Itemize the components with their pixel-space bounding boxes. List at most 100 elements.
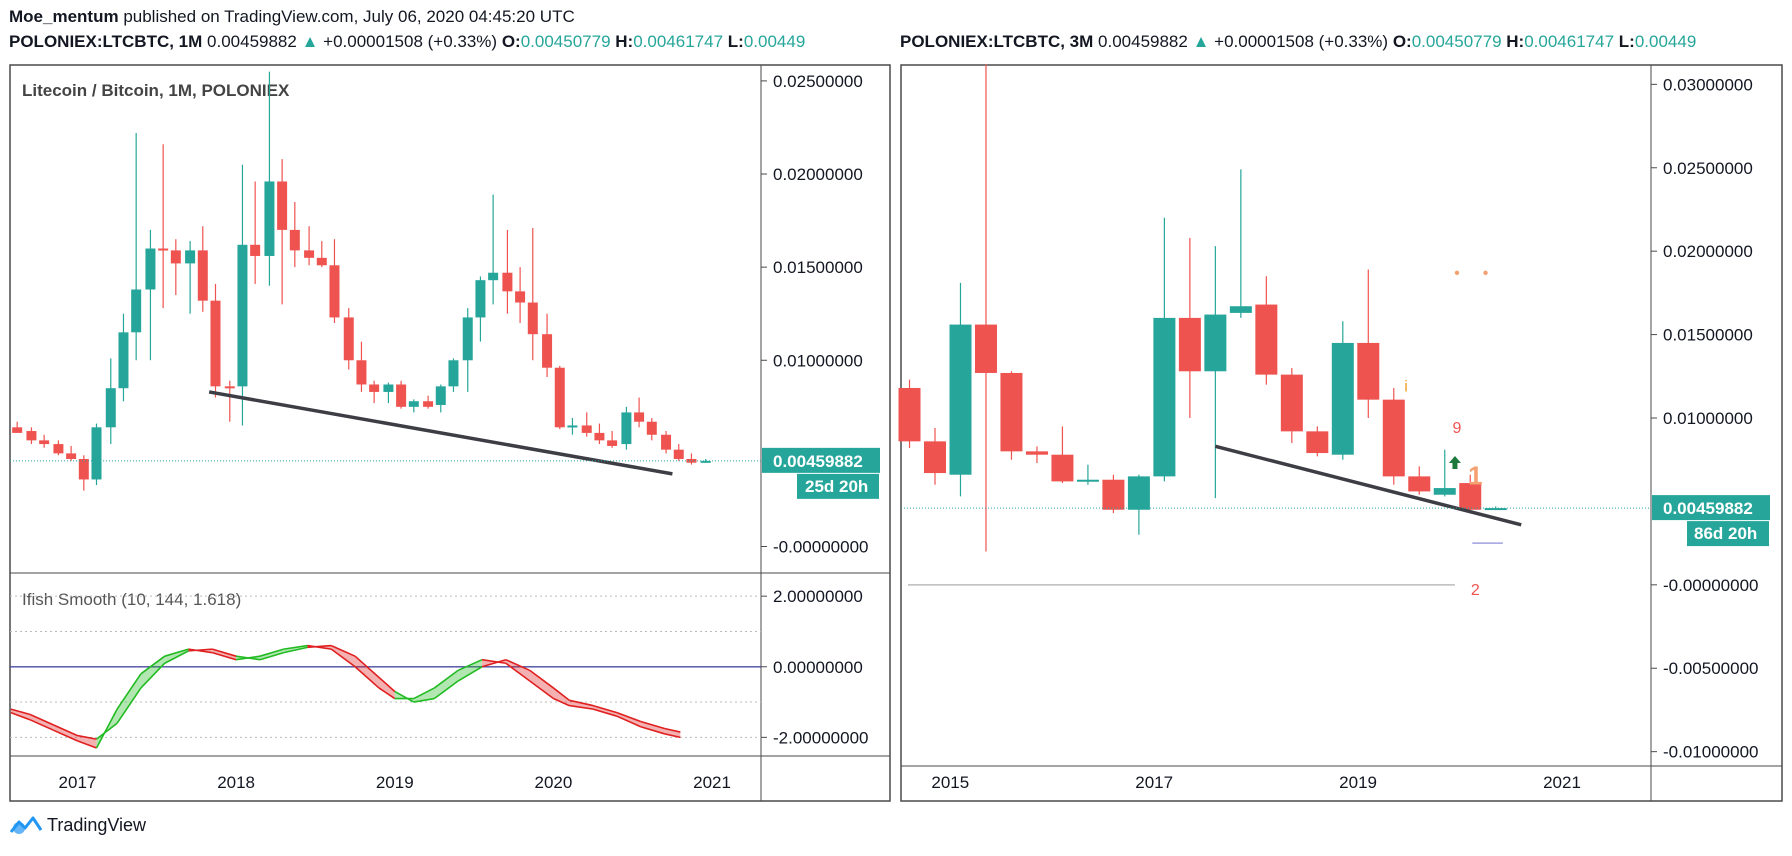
countdown-label: 86d 20h [1694,524,1757,543]
indicator-band-segment [616,712,641,727]
candle-body [396,384,407,407]
candle-body [237,244,248,387]
indicator-band-segment [10,709,30,720]
candle-body [1000,372,1023,452]
indicator-band-segment [434,670,459,699]
candle-body [949,324,972,475]
candle-body [277,181,288,230]
high-label: H: [615,32,634,51]
last-price-tag [1652,495,1770,521]
candle-body [898,387,921,442]
candle-body [448,360,459,387]
candle-body [1229,306,1252,313]
left-chart-title: Litecoin / Bitcoin, 1M, POLONIEX [22,81,290,100]
candle-body [1153,317,1176,477]
tradingview-logo-icon [9,816,43,834]
left-symbol-bar: POLONIEX:LTCBTC, 1M 0.00459882 ▲ +0.0000… [9,32,891,52]
indicator-fast-line [457,658,483,672]
indicator-slow-line [53,724,78,737]
y-tick-label: 0.01500000 [773,258,863,277]
y-tick-label: -0.00000000 [1663,576,1758,595]
tradingview-footer[interactable]: TradingView [9,814,146,836]
y-tick-label: -0.00500000 [1663,659,1758,678]
indicator-band-segment [355,656,379,688]
y-tick-label: 0.02000000 [1663,242,1753,261]
indicator-slow-line [569,699,594,707]
x-tick-label: 2018 [217,773,255,792]
indicator-slow-line [592,704,618,714]
candle-body [145,248,156,290]
countdown-label: 25d 20h [805,477,868,496]
last-price-tag [762,447,880,473]
up-arrow-icon: ▲ [1192,32,1210,51]
candle-body [554,367,565,428]
indicator-slow-line [378,676,396,693]
candle-body [78,458,89,480]
indicator-fast-line [640,725,665,735]
candle-body [475,280,486,318]
right-high-value: 0.00461747 [1524,32,1615,51]
indicator-band-segment [553,687,570,706]
indicator-fast-line [95,708,118,749]
last-price-label: 0.00459882 [1663,499,1753,518]
indicator-band-segment [378,677,395,699]
candle-body [343,317,354,361]
author-name[interactable]: Moe_mentum [9,7,119,26]
up-arrow-icon: ▲ [301,32,319,51]
candle-body [924,441,946,474]
left-panel-frame [9,64,891,802]
publish-header: Moe_mentum published on TradingView.com,… [9,7,575,27]
indicator-slow-line [283,646,308,654]
y-tick-label: 0.03000000 [1663,75,1753,94]
indicator-slow-line [413,697,435,703]
indicator-band-segment [53,725,78,741]
x-tick-label: 2019 [376,773,414,792]
open-label: O: [501,32,521,51]
candle-body [39,440,50,445]
candle-body [356,360,367,385]
indicator-band-segment [529,670,554,699]
right-symbol: POLONIEX:LTCBTC, 3M [900,32,1094,51]
indicator-fast-line [77,740,97,749]
candle-body [408,401,419,407]
candle-body [369,384,380,392]
candle-body [289,229,300,251]
candle-body [383,384,394,392]
indicator-slow-line [77,734,97,740]
indicator-slow-line [529,669,554,689]
candle-body [316,257,327,266]
candle-body [1306,431,1329,454]
candle-body [105,388,116,428]
indicator-fast-line [481,658,506,665]
candle-body [224,386,235,389]
candle-body [185,250,196,264]
high-label: H: [1506,32,1525,51]
indicator-title: Ifish Smooth (10, 144, 1.618) [22,590,241,609]
candle-body [304,250,315,258]
indicator-slow-line [481,658,507,668]
candle-body [91,427,102,480]
indicator-fast-line [378,687,396,700]
indicator-slow-line [164,650,189,664]
candle-body [329,265,340,318]
right-symbol-bar: POLONIEX:LTCBTC, 3M 0.00459882 ▲ +0.0000… [900,32,1782,52]
indicator-band-segment [640,721,665,734]
right-low-value: 0.00449 [1634,32,1697,51]
y-tick-label: 0.01500000 [1663,326,1753,345]
indicator-slow-line [330,644,356,657]
indicator-fast-line [259,648,284,657]
indicator-fast-line [140,655,166,675]
candle-body [250,244,261,256]
candle-body [1408,476,1431,492]
signal-marker: 9 [1453,420,1462,437]
indicator-slow-line [664,727,681,733]
y-tick-label: 0.01000000 [773,351,863,370]
candle-body [646,421,657,435]
candle-body [131,289,142,333]
indicator-fast-line [616,715,641,728]
candle-body [1459,483,1482,510]
indicator-fast-line [283,644,308,650]
indicator-band-segment [29,714,54,731]
candle-body [197,250,208,301]
last-price-label: 0.00459882 [773,452,863,471]
